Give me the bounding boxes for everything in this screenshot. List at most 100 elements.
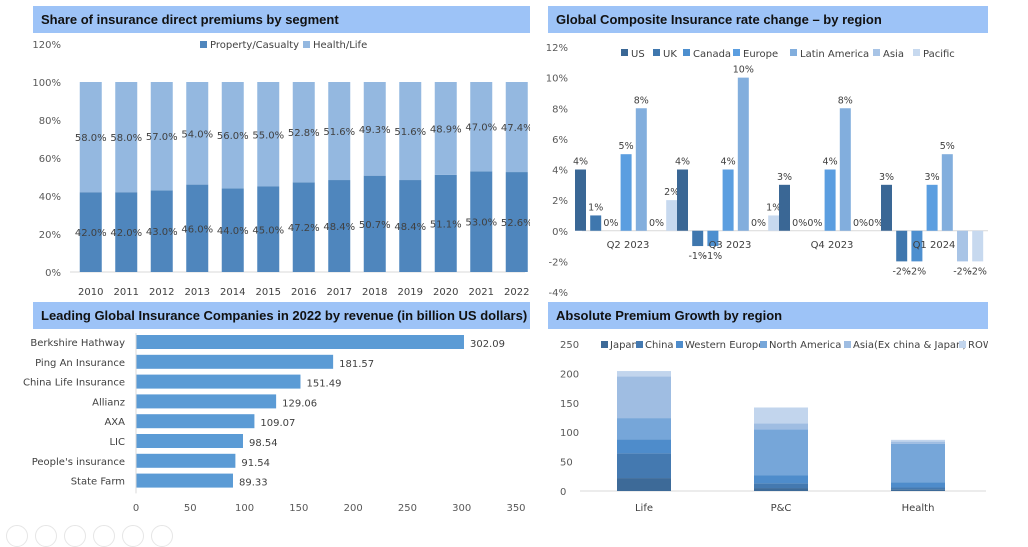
bar-uk xyxy=(896,230,908,262)
y-tick-label: 80% xyxy=(39,116,61,127)
bar-pacific xyxy=(972,230,984,262)
data-label: 4% xyxy=(573,157,588,168)
revenue-bar xyxy=(136,374,301,389)
x-tick-label: Health xyxy=(902,503,935,514)
data-label-hl: 51.6% xyxy=(394,127,426,138)
y-tick-label: 120% xyxy=(33,40,61,51)
y-tick-label: 100% xyxy=(33,78,61,89)
segment-china xyxy=(891,487,945,490)
data-label: 1% xyxy=(588,202,603,213)
revenue-bar xyxy=(136,434,243,448)
category-label: AXA xyxy=(104,417,125,428)
x-tick-label: 200 xyxy=(344,503,363,514)
data-label-pc: 42.0% xyxy=(75,228,107,239)
legend-label: Asia(Ex china & Japan) xyxy=(853,340,966,351)
bar-property-casualty xyxy=(470,171,493,272)
revenue-bar xyxy=(136,414,255,429)
bar-canada xyxy=(707,230,719,247)
data-label: 8% xyxy=(838,95,853,106)
premium-panel: Absolute Premium Growth by region 0 50 100… xyxy=(548,302,988,536)
legend-swatch xyxy=(959,341,966,348)
bar-uk xyxy=(692,230,704,247)
control-button-3[interactable] xyxy=(64,525,86,547)
bar-europe xyxy=(722,169,734,231)
legend-label: ROW xyxy=(968,340,988,351)
data-label-hl: 47.4% xyxy=(501,123,530,134)
data-label: -2% xyxy=(892,266,911,277)
bar-property-casualty xyxy=(115,192,138,272)
revenue-bar xyxy=(136,453,236,468)
legend-swatch xyxy=(733,49,740,56)
legend-swatch xyxy=(844,341,851,348)
legend-label: Canada xyxy=(693,49,731,60)
legend-label: Europe xyxy=(743,49,778,60)
x-tick-label: 2011 xyxy=(114,287,139,298)
bar-property-casualty xyxy=(257,186,280,272)
data-label: 4% xyxy=(823,157,838,168)
bar-health-life xyxy=(363,82,386,176)
x-tick-label: 2019 xyxy=(398,287,423,298)
category-label: Allianz xyxy=(92,397,125,408)
value-label: 89.33 xyxy=(239,478,268,489)
x-tick-label: 2010 xyxy=(78,287,103,298)
data-label: 0% xyxy=(751,218,766,229)
data-label-hl: 49.3% xyxy=(359,125,391,136)
legend-swatch-property-casualty xyxy=(200,41,207,48)
segment-north-america xyxy=(754,429,808,476)
control-button-6[interactable] xyxy=(151,525,173,547)
bar-health-life xyxy=(150,82,173,191)
data-label: 8% xyxy=(634,95,649,106)
legend-label: US xyxy=(631,49,645,60)
category-label: State Farm xyxy=(71,477,125,488)
data-label: 4% xyxy=(675,157,690,168)
x-tick-label: 2021 xyxy=(469,287,494,298)
control-button-4[interactable] xyxy=(93,525,115,547)
revenue-bar xyxy=(136,394,277,409)
bar-property-casualty xyxy=(505,172,528,272)
x-tick-label: Q2 2023 xyxy=(607,240,650,251)
data-label-hl: 57.0% xyxy=(146,132,178,143)
x-tick-label: Q3 2023 xyxy=(709,240,752,251)
segment-china xyxy=(754,483,808,489)
y-tick-label: 0 xyxy=(560,487,566,498)
y-tick-label: 100 xyxy=(560,428,579,439)
segment-china xyxy=(617,453,671,479)
rates-panel: Global Composite Insurance rate change –… xyxy=(546,6,988,302)
companies-title: Leading Global Insurance Companies in 20… xyxy=(33,302,530,329)
data-label: 1% xyxy=(766,202,781,213)
legend-label: Asia xyxy=(883,49,904,60)
segment-asia-ex-china-japan- xyxy=(617,376,671,419)
bar-us xyxy=(677,169,688,231)
y-tick-label: -4% xyxy=(549,288,568,299)
data-label-hl: 48.9% xyxy=(430,124,462,135)
bar-canada xyxy=(911,230,923,262)
bar-health-life xyxy=(505,82,528,173)
value-label: 302.09 xyxy=(470,339,505,350)
legend-swatch-health-life xyxy=(303,41,310,48)
data-label-pc: 43.0% xyxy=(146,227,178,238)
category-label: LIC xyxy=(109,437,125,448)
bar-property-casualty xyxy=(399,180,422,272)
legend-swatch xyxy=(683,49,690,56)
bar-property-casualty xyxy=(363,175,386,272)
data-label: 5% xyxy=(940,141,955,152)
bar-health-life xyxy=(470,82,493,172)
control-button-2[interactable] xyxy=(35,525,57,547)
value-label: 181.57 xyxy=(339,359,374,370)
control-button-5[interactable] xyxy=(122,525,144,547)
data-label: 3% xyxy=(777,172,792,183)
control-button-1[interactable] xyxy=(6,525,28,547)
segment-western-europe xyxy=(754,475,808,484)
legend-swatch xyxy=(636,341,643,348)
data-label-pc: 46.0% xyxy=(181,224,213,235)
data-label-pc: 52.6% xyxy=(501,218,530,229)
data-label-hl: 58.0% xyxy=(110,133,142,144)
bar-property-casualty xyxy=(292,182,315,272)
data-label-hl: 58.0% xyxy=(75,133,107,144)
x-tick-label: 2017 xyxy=(327,287,352,298)
y-tick-label: 10% xyxy=(546,74,568,85)
legend-label-property-casualty: Property/Casualty xyxy=(210,40,299,51)
category-label: Ping An Insurance xyxy=(35,358,125,369)
bar-asia xyxy=(957,230,968,262)
legend-label: Latin America xyxy=(800,49,869,60)
